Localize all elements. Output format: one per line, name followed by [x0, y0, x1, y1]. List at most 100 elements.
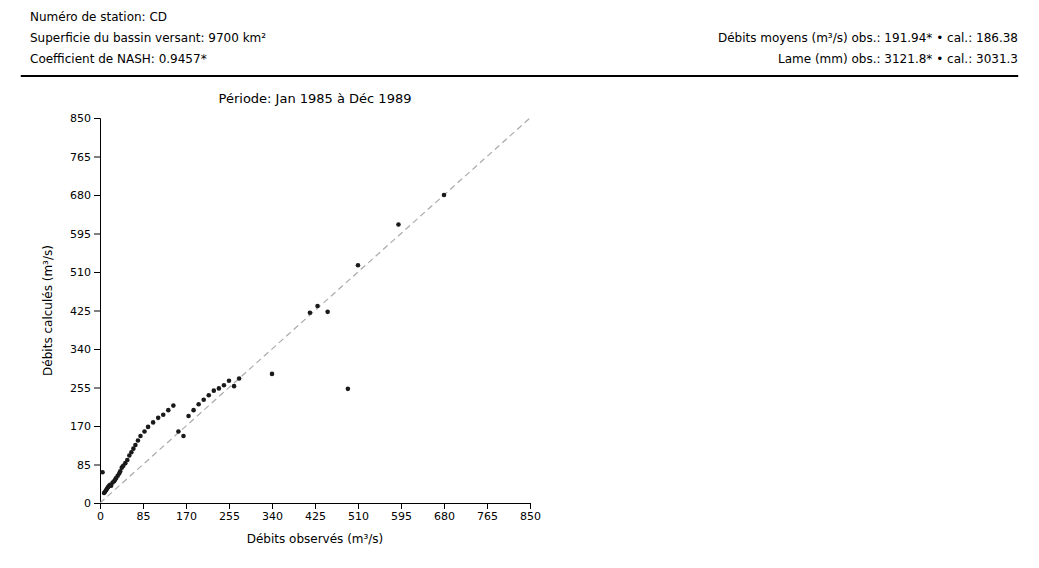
point	[356, 263, 361, 268]
tick: 595	[70, 228, 100, 241]
tick: 850	[520, 503, 541, 523]
tick-label: 510	[348, 510, 369, 523]
point	[232, 384, 237, 389]
tick-mark	[229, 503, 230, 509]
axis-line	[94, 119, 101, 504]
tick-label: 340	[262, 510, 283, 523]
tick: 425	[70, 305, 100, 318]
point	[270, 372, 275, 377]
tick-mark	[401, 503, 402, 509]
point	[237, 376, 242, 381]
tick-label: 850	[70, 112, 91, 125]
point	[201, 397, 206, 402]
tick-label: 85	[137, 510, 151, 523]
header-text: Coefficient de NASH: 0.9457*	[30, 52, 207, 66]
point	[161, 412, 166, 417]
tick: 0	[84, 497, 100, 510]
tick: 340	[70, 343, 100, 356]
tick-label: 850	[520, 510, 541, 523]
tick-label: 0	[84, 497, 91, 510]
point	[156, 416, 161, 421]
point	[206, 393, 211, 398]
tick-label: 255	[70, 382, 91, 395]
x-axis: 0 85 170 255 340 425 510 595 680 765 850	[97, 503, 541, 523]
title: Période: Jan 1985 à Déc 1989	[219, 91, 412, 106]
tick-mark	[94, 311, 100, 312]
tick-label: 425	[305, 510, 326, 523]
tick-mark	[94, 195, 100, 196]
tick-mark	[94, 388, 100, 389]
tick-mark	[94, 503, 100, 504]
tick: 850	[70, 112, 100, 125]
tick-label: 170	[70, 420, 91, 433]
point	[196, 402, 201, 407]
tick-label: 680	[434, 510, 455, 523]
plot: 0 85 170 255 340 425 510 595 680 765 850 0 85 170 255 3…	[70, 112, 541, 523]
point	[125, 458, 130, 463]
tick-label: 0	[97, 510, 104, 523]
tick-mark	[186, 503, 187, 509]
tick-label: 595	[70, 228, 91, 241]
point	[315, 304, 320, 309]
tick-mark	[94, 118, 100, 119]
point	[138, 434, 143, 439]
tick-label: 425	[70, 305, 91, 318]
point	[176, 429, 181, 434]
tick: 85	[137, 503, 151, 523]
tick: 765	[477, 503, 498, 523]
tick-label: 765	[477, 510, 498, 523]
point	[396, 222, 401, 227]
header-text: Lame (mm) obs.: 3121.8* • cal.: 3031.3	[778, 52, 1018, 66]
tick: 170	[176, 503, 197, 523]
chart: Numéro de station: CD Superficie du bassi…	[0, 0, 1039, 568]
point	[212, 388, 217, 393]
tick-label: 595	[391, 510, 412, 523]
point	[222, 383, 227, 388]
tick-mark	[444, 503, 445, 509]
x-axis-label: Débits observés (m³/s)	[247, 532, 384, 546]
tick-mark	[272, 503, 273, 509]
point	[308, 310, 313, 315]
tick-mark	[530, 503, 531, 509]
tick-label: 510	[70, 266, 91, 279]
axis-line	[101, 504, 531, 510]
tick-mark	[94, 234, 100, 235]
point	[151, 420, 156, 425]
point	[133, 443, 138, 448]
tick: 765	[70, 151, 100, 164]
tick-label: 340	[70, 343, 91, 356]
point	[191, 408, 196, 413]
tick-label: 765	[70, 151, 91, 164]
point	[325, 310, 330, 315]
tick-mark	[94, 272, 100, 273]
point	[142, 429, 147, 434]
tick-mark	[94, 349, 100, 350]
tick-mark	[487, 503, 488, 509]
tick: 595	[391, 503, 412, 523]
point	[100, 470, 105, 475]
tick-mark	[94, 426, 100, 427]
tick: 255	[219, 503, 240, 523]
tick-mark	[94, 157, 100, 158]
y-axis: 0 85 170 255 340 425 510 595 680 765 850	[70, 112, 101, 510]
tick-label: 85	[77, 459, 91, 472]
tick: 510	[70, 266, 100, 279]
point	[146, 425, 151, 430]
tick: 170	[70, 420, 100, 433]
tick: 680	[70, 189, 100, 202]
tick-mark	[315, 503, 316, 509]
point	[227, 378, 232, 383]
tick: 510	[348, 503, 369, 523]
reference-line	[100, 118, 530, 503]
tick-label: 170	[176, 510, 197, 523]
point	[181, 434, 186, 439]
point	[171, 403, 176, 408]
tick: 340	[262, 503, 283, 523]
header-text: Superficie du bassin versant: 9700 km²	[30, 31, 266, 45]
tick: 0	[97, 503, 104, 523]
separator	[21, 75, 1018, 77]
tick-label: 255	[219, 510, 240, 523]
tick-mark	[94, 465, 100, 466]
tick: 680	[434, 503, 455, 523]
header-text: Numéro de station: CD	[30, 10, 167, 24]
